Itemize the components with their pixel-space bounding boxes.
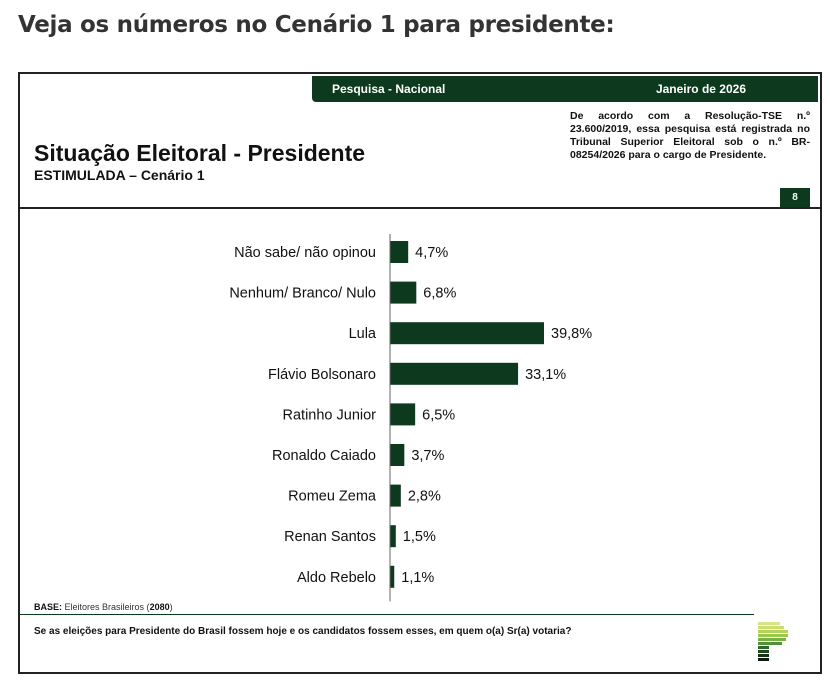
bar: [390, 444, 405, 466]
category-label: Romeu Zema: [288, 489, 377, 505]
category-label: Nenhum/ Branco/ Nulo: [229, 286, 376, 302]
bar: [390, 565, 395, 588]
slide-header-bar: Pesquisa - Nacional Janeiro de 2026: [312, 76, 818, 102]
bar: [390, 241, 409, 263]
header-divider: [20, 207, 820, 209]
tse-registration-note: De acordo com a Resolução-TSE n.º 23.600…: [570, 110, 810, 161]
base-label: BASE:: [34, 602, 63, 612]
value-label: 1,1%: [401, 570, 434, 586]
bar: [390, 322, 544, 345]
base-text: Eleitores Brasileiros (: [64, 602, 150, 612]
base-n: 2080: [149, 602, 170, 612]
value-label: 2,8%: [408, 489, 441, 505]
value-label: 6,5%: [422, 407, 455, 423]
category-label: Lula: [349, 326, 377, 342]
bar: [390, 484, 401, 507]
survey-date: Janeiro de 2026: [655, 82, 746, 96]
value-label: 6,8%: [423, 286, 456, 302]
value-label: 3,7%: [411, 448, 444, 464]
pollster-logo-icon: [758, 622, 788, 661]
poll-slide: Pesquisa - Nacional Janeiro de 2026 Situ…: [18, 72, 822, 674]
category-label: Flávio Bolsonaro: [268, 367, 376, 383]
bar: [390, 281, 417, 304]
category-label: Renan Santos: [284, 529, 376, 545]
value-label: 4,7%: [415, 245, 448, 261]
category-label: Ronaldo Caiado: [272, 448, 376, 464]
article-headline: Veja os números no Cenário 1 para presid…: [18, 12, 615, 38]
value-label: 1,5%: [403, 529, 436, 545]
value-label: 33,1%: [525, 367, 566, 383]
category-label: Ratinho Junior: [283, 407, 377, 423]
value-label: 39,8%: [551, 326, 592, 342]
survey-question: Se as eleições para Presidente do Brasil…: [34, 626, 572, 637]
survey-scope: Pesquisa - Nacional: [332, 82, 446, 96]
bar-chart: Não sabe/ não opinou 4,7% Nenhum/ Branco/ …: [229, 234, 592, 602]
slide-subtitle: ESTIMULADA – Cenário 1: [34, 167, 205, 183]
base-close: ): [169, 602, 173, 612]
footer-divider: [20, 614, 754, 615]
page-number: 8: [780, 188, 810, 208]
category-label: Não sabe/ não opinou: [234, 245, 376, 261]
bar: [390, 525, 396, 548]
bar: [390, 362, 519, 385]
slide-title: Situação Eleitoral - Presidente: [34, 140, 366, 166]
category-label: Aldo Rebelo: [297, 570, 376, 586]
bar: [390, 403, 416, 426]
base-note: BASE: Eleitores Brasileiros (2080): [34, 602, 173, 612]
